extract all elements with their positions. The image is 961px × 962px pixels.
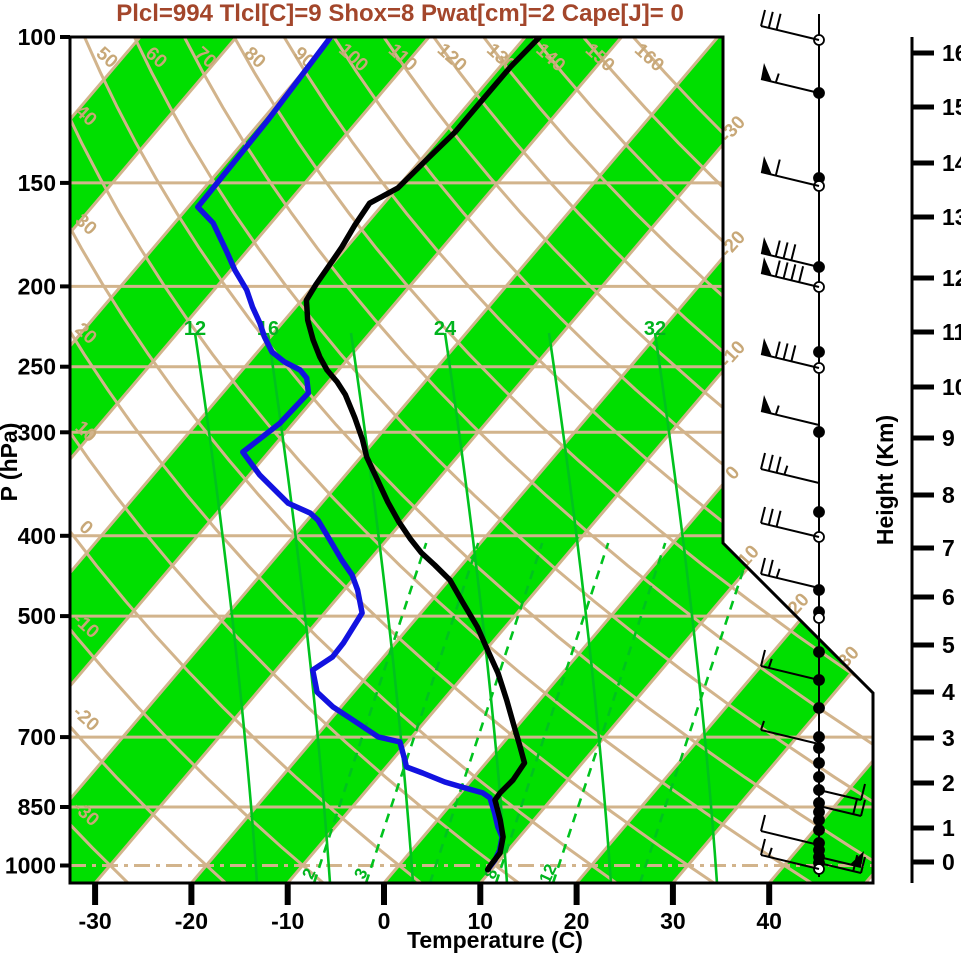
wind-barb-full bbox=[776, 241, 780, 257]
height-tick-label: 7 bbox=[942, 535, 955, 561]
pressure-tick-label: 700 bbox=[18, 724, 56, 750]
wind-barb-full bbox=[761, 453, 765, 469]
wind-barb-full bbox=[777, 457, 781, 473]
wind-barb-full bbox=[776, 160, 780, 176]
wind-barb-full bbox=[776, 261, 780, 277]
wind-barb-staff bbox=[761, 354, 819, 368]
station-dot bbox=[814, 427, 824, 437]
wind-barb-full bbox=[769, 12, 773, 28]
height-tick-label: 2 bbox=[942, 770, 955, 796]
station-dot bbox=[814, 815, 824, 825]
pressure-tick-label: 500 bbox=[18, 603, 56, 629]
height-tick-label: 1 bbox=[942, 815, 955, 841]
moist-adiabat-label: 24 bbox=[434, 318, 457, 340]
height-tick-label: 8 bbox=[942, 482, 955, 508]
station-circle-open bbox=[814, 613, 824, 623]
pressure-axis-label: P (hPa) bbox=[0, 423, 22, 502]
pressure-tick-label: 300 bbox=[18, 419, 56, 445]
height-tick-label: 16 bbox=[942, 40, 961, 66]
temperature-tick-label: 40 bbox=[756, 908, 782, 934]
wind-barb-full bbox=[761, 507, 765, 523]
station-dot bbox=[814, 825, 824, 835]
wind-barb-full bbox=[784, 262, 788, 278]
height-tick-label: 4 bbox=[942, 679, 955, 705]
isotherm-right-label: 0 bbox=[722, 462, 745, 484]
station-dot bbox=[814, 647, 824, 657]
height-tick-label: 5 bbox=[942, 632, 955, 658]
station-dot bbox=[814, 758, 824, 768]
station-dot bbox=[814, 732, 824, 742]
wind-barb-half bbox=[776, 406, 779, 415]
wind-barb-full bbox=[791, 345, 795, 361]
wind-barb-full bbox=[777, 511, 781, 527]
station-dot bbox=[814, 703, 824, 713]
wind-barb-full bbox=[784, 242, 788, 258]
height-tick-label: 11 bbox=[942, 319, 961, 345]
wind-barb-full bbox=[769, 560, 773, 576]
pressure-tick-label: 1000 bbox=[5, 853, 56, 879]
temperature-tick-label: -30 bbox=[78, 908, 111, 934]
pressure-tick-label: 400 bbox=[18, 523, 56, 549]
wind-barb-staff bbox=[761, 172, 819, 186]
wind-barb-full bbox=[791, 244, 795, 260]
wind-barb-half bbox=[784, 466, 787, 475]
wind-barb-pennant bbox=[761, 237, 772, 256]
wind-barb-full bbox=[784, 343, 788, 359]
height-tick-label: 6 bbox=[942, 584, 955, 610]
wind-barb-staff bbox=[761, 253, 819, 267]
wind-barb-full bbox=[777, 14, 781, 30]
height-tick-label: 13 bbox=[942, 204, 961, 230]
pressure-tick-label: 850 bbox=[18, 794, 56, 820]
temperature-tick-label: -20 bbox=[175, 908, 208, 934]
station-dot bbox=[814, 347, 824, 357]
wind-barb-full bbox=[761, 558, 765, 574]
wind-barb-half bbox=[776, 74, 779, 83]
wind-barb-staff bbox=[761, 273, 819, 287]
pressure-tick-label: 250 bbox=[18, 354, 56, 380]
wind-barb-full bbox=[761, 10, 765, 26]
moist-adiabat-label: 12 bbox=[184, 318, 206, 340]
height-tick-label: 15 bbox=[942, 94, 961, 120]
pressure-tick-label: 200 bbox=[18, 273, 56, 299]
chart-title: Plcl=994 Tlcl[C]=9 Shox=8 Pwat[cm]=2 Cap… bbox=[116, 0, 684, 27]
pressure-tick-label: 150 bbox=[18, 170, 56, 196]
height-tick-label: 3 bbox=[942, 725, 955, 751]
wind-barb-staff bbox=[761, 411, 819, 425]
wind-barb-pennant bbox=[761, 257, 772, 276]
height-tick-label: 9 bbox=[942, 425, 955, 451]
height-tick-label: 14 bbox=[942, 150, 961, 176]
temperature-tick-label: 30 bbox=[660, 908, 686, 934]
wind-barb-full bbox=[799, 266, 803, 282]
station-dot bbox=[814, 507, 824, 517]
temperature-tick-label: 0 bbox=[378, 908, 391, 934]
station-dot bbox=[814, 743, 824, 753]
wind-barb-pennant bbox=[761, 338, 772, 357]
wind-barb-full bbox=[769, 509, 773, 525]
wind-barb-pennant bbox=[761, 156, 772, 175]
wind-barb-half bbox=[777, 569, 780, 578]
wind-barb-full bbox=[791, 264, 795, 280]
height-tick-label: 10 bbox=[942, 374, 961, 400]
station-dot bbox=[814, 772, 824, 782]
height-tick-label: 0 bbox=[942, 849, 955, 875]
pressure-tick-label: 100 bbox=[18, 24, 56, 50]
moist-adiabat-label: 32 bbox=[644, 318, 666, 340]
height-tick-label: 12 bbox=[942, 265, 961, 291]
wind-barb-pennant bbox=[761, 63, 772, 82]
height-axis-label: Height (Km) bbox=[872, 415, 898, 545]
temperature-axis-label: Temperature (C) bbox=[407, 927, 583, 953]
wind-barb-full bbox=[769, 455, 773, 471]
wind-barb-pennant bbox=[761, 395, 772, 414]
wind-barb-full bbox=[776, 342, 780, 358]
temperature-tick-label: -10 bbox=[271, 908, 304, 934]
